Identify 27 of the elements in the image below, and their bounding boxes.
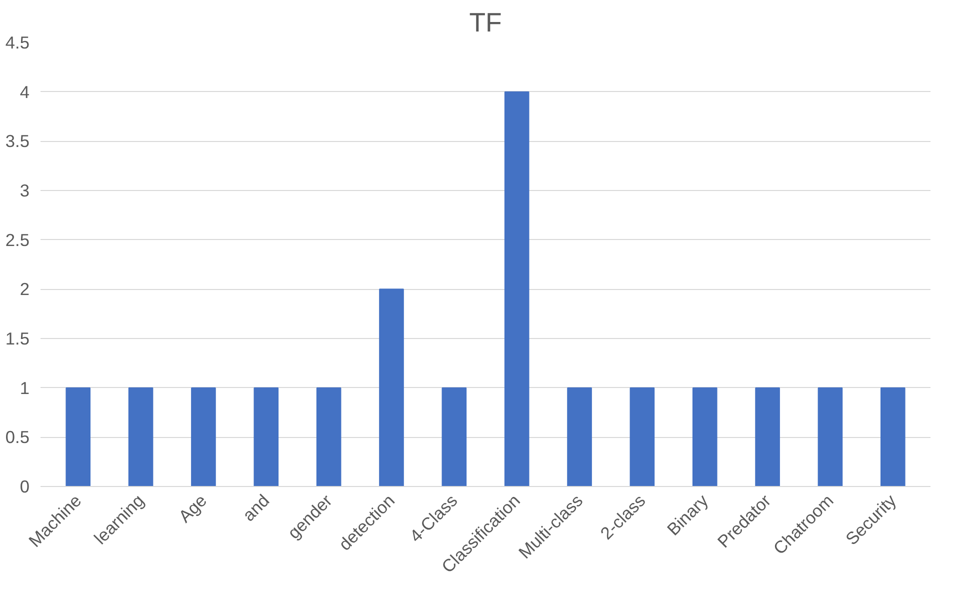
- y-tick-label: 3.5: [5, 131, 30, 152]
- y-tick-label: 1: [20, 378, 30, 398]
- y-tick-label: 2.5: [5, 230, 30, 250]
- bar: [191, 387, 216, 486]
- y-tick-label: 4: [20, 82, 30, 102]
- y-tick-label: 2: [20, 279, 30, 300]
- bar: [567, 387, 592, 486]
- y-tick-label: 1.5: [5, 328, 30, 348]
- bar: [254, 387, 279, 486]
- bar: [379, 288, 404, 486]
- bar: [755, 387, 780, 486]
- x-tick-label: Age: [174, 490, 211, 526]
- x-tick-label: and: [238, 490, 274, 526]
- bar: [818, 387, 843, 486]
- bar: [880, 387, 906, 486]
- bar: [128, 387, 154, 486]
- y-tick-label: 3: [20, 180, 30, 200]
- bar: [316, 387, 342, 486]
- chart-title: TF: [469, 8, 502, 38]
- y-tick-label: 0: [20, 476, 30, 496]
- y-tick-label: 0.5: [5, 427, 30, 448]
- bar: [66, 387, 91, 486]
- bar: [504, 91, 530, 486]
- bar: [692, 387, 718, 486]
- bar: [630, 387, 655, 486]
- y-tick-label: 4.5: [5, 32, 30, 52]
- bar: [442, 387, 467, 486]
